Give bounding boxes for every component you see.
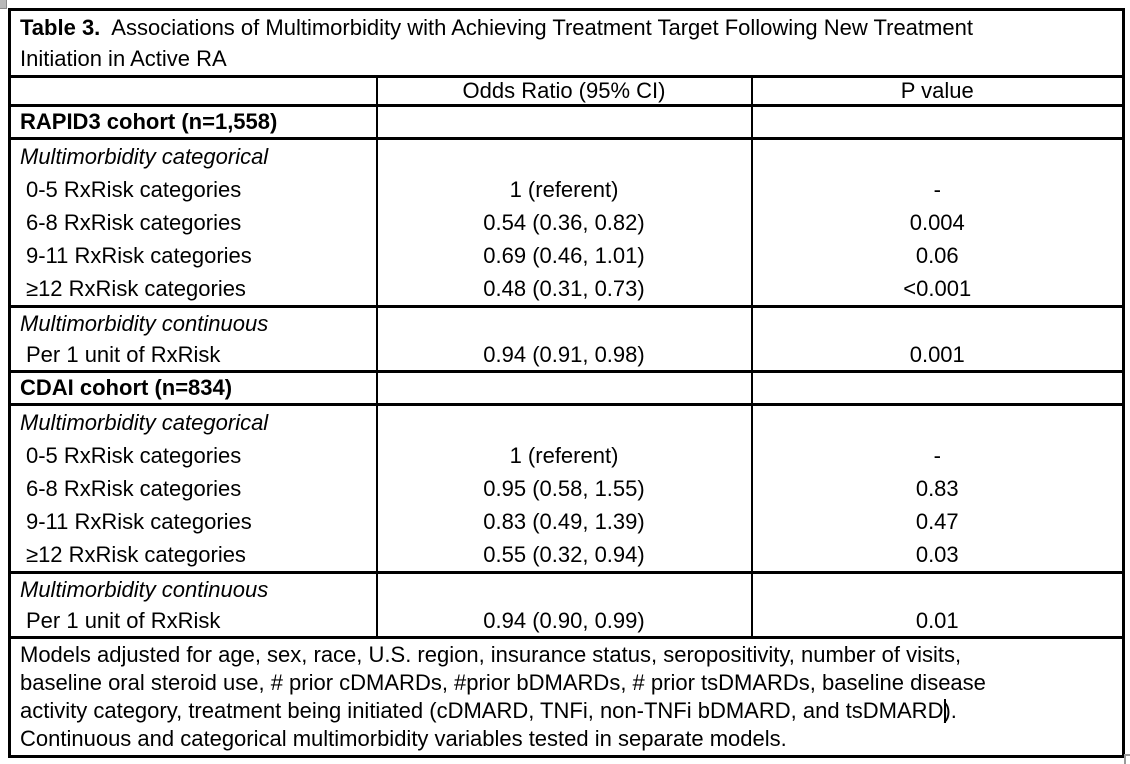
rapid3-categorical-block: Multimorbidity categorical 0-5 RxRisk ca… (8, 137, 1125, 308)
table-title-row: Table 3. Associations of Multimorbidity … (8, 8, 1125, 78)
p-value: 0.01 (915, 608, 959, 633)
odds-ratio-column: 1 (referent) 0.54 (0.36, 0.82) 0.69 (0.4… (375, 137, 753, 308)
category-labels-column: Multimorbidity categorical 0-5 RxRisk ca… (8, 137, 378, 308)
text-cursor (944, 699, 947, 723)
odds-ratio-column: 0.94 (0.90, 0.99) (375, 571, 753, 639)
row-label: 6-8 RxRisk categories (26, 476, 242, 501)
cohort-header-cdai: CDAI cohort (n=834) (8, 370, 1125, 406)
p-value: - (933, 443, 941, 468)
odds-ratio-value: 0.94 (0.91, 0.98) (483, 342, 645, 367)
row-label: ≥12 RxRisk categories (26, 542, 246, 567)
footnote-line-1: Models adjusted for age, sex, race, U.S.… (20, 642, 962, 667)
cohort-label: CDAI cohort (n=834) (8, 370, 378, 406)
row-label: ≥12 RxRisk categories (26, 276, 246, 301)
category-labels-column: Multimorbidity continuous Per 1 unit of … (8, 571, 378, 639)
footnote-line-2: baseline oral steroid use, # prior cDMAR… (20, 670, 986, 695)
column-header-row: Odds Ratio (95% CI) P value (8, 75, 1125, 107)
spacer (753, 406, 1123, 439)
cdai-continuous-block: Multimorbidity continuous Per 1 unit of … (8, 571, 1125, 639)
row-label: Per 1 unit of RxRisk (26, 608, 221, 633)
empty-cell (750, 370, 1125, 406)
p-value-column: - 0.83 0.47 0.03 (750, 403, 1125, 574)
row-label: 0-5 RxRisk categories (26, 177, 242, 202)
table-footnote-row: Models adjusted for age, sex, race, U.S.… (8, 636, 1125, 758)
column-header-p-value: P value (750, 75, 1125, 107)
p-value: 0.83 (915, 476, 959, 501)
spacer (753, 140, 1123, 173)
footnote-line-4: Continuous and categorical multimorbidit… (20, 726, 787, 751)
row-label: Per 1 unit of RxRisk (26, 342, 221, 367)
table-footnote: Models adjusted for age, sex, race, U.S.… (8, 636, 1125, 758)
p-value: 0.47 (915, 509, 959, 534)
spacer (378, 574, 751, 605)
table-title-text: Associations of Multimorbidity with Achi… (100, 15, 973, 40)
category-labels-column: Multimorbidity categorical 0-5 RxRisk ca… (8, 403, 378, 574)
row-label: 9-11 RxRisk categories (26, 243, 252, 268)
spacer (378, 406, 751, 439)
footnote-line-3-text: activity category, treatment being initi… (20, 698, 944, 723)
empty-cell (750, 104, 1125, 140)
row-label: 9-11 RxRisk categories (26, 509, 252, 534)
table-title: Table 3. Associations of Multimorbidity … (8, 8, 1125, 78)
cdai-categorical-block: Multimorbidity categorical 0-5 RxRisk ca… (8, 403, 1125, 574)
odds-ratio-value: 0.83 (0.49, 1.39) (483, 509, 645, 534)
spacer (378, 308, 751, 339)
row-label: 6-8 RxRisk categories (26, 210, 242, 235)
subsection-label: Multimorbidity continuous (20, 577, 269, 602)
table-move-handle[interactable] (0, 0, 7, 9)
odds-ratio-value: 1 (referent) (509, 177, 619, 202)
odds-ratio-column: 1 (referent) 0.95 (0.58, 1.55) 0.83 (0.4… (375, 403, 753, 574)
odds-ratio-value: 0.69 (0.46, 1.01) (483, 243, 645, 268)
spacer (753, 574, 1123, 605)
table-resize-handle[interactable] (1124, 754, 1130, 764)
empty-cell (375, 104, 753, 140)
row-label: 0-5 RxRisk categories (26, 443, 242, 468)
odds-ratio-value: 0.55 (0.32, 0.94) (483, 542, 645, 567)
odds-ratio-value: 0.94 (0.90, 0.99) (483, 608, 645, 633)
footnote-line-3-end: ). (943, 698, 957, 723)
subsection-label: Multimorbidity categorical (20, 144, 269, 169)
footnote-line-3: activity category, treatment being initi… (20, 697, 1114, 725)
spacer (753, 308, 1123, 339)
table-number: Table 3. (20, 15, 101, 40)
p-value: - (933, 177, 941, 202)
odds-ratio-value: 1 (referent) (509, 443, 619, 468)
odds-ratio-value: 0.95 (0.58, 1.55) (483, 476, 645, 501)
empty-header-cell (8, 75, 378, 107)
subsection-label: Multimorbidity continuous (20, 311, 269, 336)
rapid3-continuous-block: Multimorbidity continuous Per 1 unit of … (8, 305, 1125, 373)
category-labels-column: Multimorbidity continuous Per 1 unit of … (8, 305, 378, 373)
p-value-column: 0.001 (750, 305, 1125, 373)
cohort-header-rapid3: RAPID3 cohort (n=1,558) (8, 104, 1125, 140)
odds-ratio-value: 0.48 (0.31, 0.73) (483, 276, 645, 301)
p-value: <0.001 (903, 276, 972, 301)
empty-cell (375, 370, 753, 406)
subsection-label: Multimorbidity categorical (20, 410, 269, 435)
odds-ratio-column: 0.94 (0.91, 0.98) (375, 305, 753, 373)
cohort-label: RAPID3 cohort (n=1,558) (8, 104, 378, 140)
odds-ratio-value: 0.54 (0.36, 0.82) (483, 210, 645, 235)
p-value-column: - 0.004 0.06 <0.001 (750, 137, 1125, 308)
p-value-column: 0.01 (750, 571, 1125, 639)
results-table: Table 3. Associations of Multimorbidity … (8, 8, 1125, 758)
spacer (378, 140, 751, 173)
table-title-line2: Initiation in Active RA (20, 46, 227, 71)
p-value: 0.03 (915, 542, 959, 567)
p-value: 0.001 (909, 342, 965, 367)
p-value: 0.06 (915, 243, 959, 268)
column-header-odds-ratio: Odds Ratio (95% CI) (375, 75, 753, 107)
p-value: 0.004 (909, 210, 965, 235)
